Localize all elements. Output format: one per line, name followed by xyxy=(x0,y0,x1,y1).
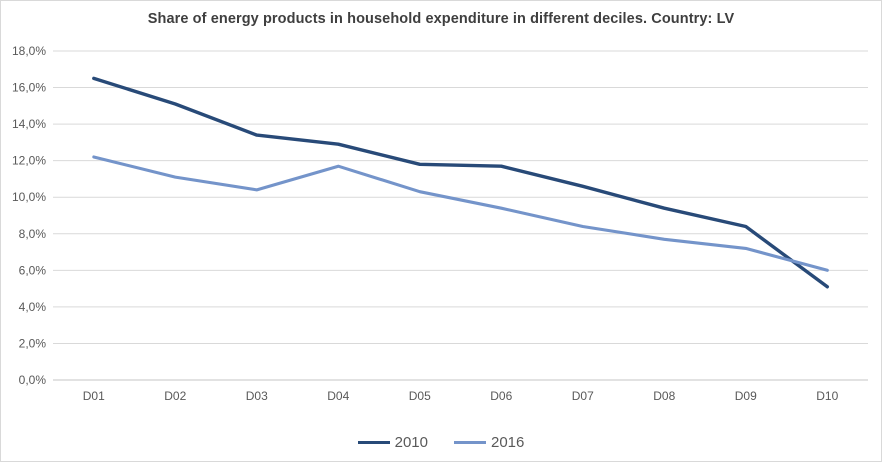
legend-swatch-2010-icon xyxy=(357,441,390,444)
legend-label-2010: 2010 xyxy=(394,434,428,451)
y-axis-tick-label: 8,0% xyxy=(19,227,47,241)
y-axis-tick-label: 0,0% xyxy=(19,373,47,387)
series-line-2010 xyxy=(92,76,829,289)
series-line-2016 xyxy=(92,155,829,272)
legend-label-2016: 2016 xyxy=(491,434,525,451)
legend-item-2016: 2016 xyxy=(454,434,524,451)
y-axis-tick-label: 10,0% xyxy=(12,190,46,204)
x-axis-tick-label: D07 xyxy=(572,389,594,403)
y-axis-tick-label: 14,0% xyxy=(12,117,46,131)
y-axis-tick-label: 2,0% xyxy=(19,336,47,350)
y-axis-tick-label: 4,0% xyxy=(19,300,47,314)
x-axis-tick-label: D09 xyxy=(735,389,757,403)
legend-swatch-2016-icon xyxy=(454,441,486,444)
legend-item-2010: 2010 xyxy=(357,434,428,451)
x-axis-tick-label: D05 xyxy=(409,389,431,403)
x-axis-tick-label: D08 xyxy=(653,389,675,403)
chart-legend: 2010 2016 xyxy=(1,434,881,451)
x-axis-tick-label: D03 xyxy=(246,389,268,403)
x-axis-tick-label: D01 xyxy=(83,389,105,403)
x-axis-tick-label: D02 xyxy=(164,389,186,403)
y-axis-tick-label: 12,0% xyxy=(12,154,46,168)
y-axis-tick-label: 6,0% xyxy=(19,263,47,277)
y-axis-tick-label: 16,0% xyxy=(12,81,46,95)
x-axis-tick-label: D04 xyxy=(327,389,349,403)
y-axis-tick-label: 18,0% xyxy=(12,44,46,58)
x-axis-tick-label: D10 xyxy=(816,389,838,403)
x-axis-tick-label: D06 xyxy=(490,389,512,403)
chart-title: Share of energy products in household ex… xyxy=(147,11,735,27)
